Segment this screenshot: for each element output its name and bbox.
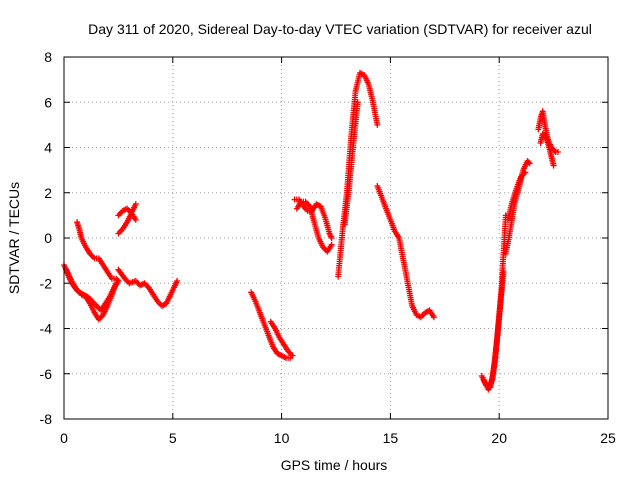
- plus-marker: [354, 99, 361, 106]
- y-tick-label: 2: [44, 185, 52, 201]
- y-tick-label: 0: [44, 230, 52, 246]
- y-tick-label: -2: [40, 275, 53, 291]
- plus-marker: [289, 352, 296, 359]
- segment-8: [267, 318, 296, 359]
- x-axis-label: GPS time / hours: [281, 457, 388, 473]
- y-axis-label: SDTVAR / TECUs: [6, 182, 22, 294]
- plus-marker: [132, 201, 139, 208]
- chart-title: Day 311 of 2020, Sidereal Day-to-day VTE…: [88, 21, 592, 37]
- y-tick-label: -6: [40, 366, 53, 382]
- x-tick-label: 20: [491, 430, 507, 446]
- segment-3: [74, 219, 122, 284]
- segment-17: [504, 169, 529, 223]
- plus-marker: [430, 314, 437, 321]
- data-points: [61, 69, 561, 393]
- segment-10: [291, 196, 335, 241]
- y-tick-label: -4: [40, 321, 53, 337]
- x-tick-label: 15: [383, 430, 399, 446]
- x-tick-label: 10: [274, 430, 290, 446]
- axis-ticks: 0 5 10 15 20 25 -8 -6 -4 -2 0 2 4 6 8: [40, 49, 616, 446]
- plus-marker: [132, 216, 139, 223]
- segment-15: [480, 212, 509, 393]
- segment-19: [537, 130, 557, 169]
- plus-marker: [374, 121, 381, 128]
- y-tick-label: 8: [44, 49, 52, 65]
- plus-marker: [114, 276, 121, 283]
- x-tick-label: 25: [600, 430, 616, 446]
- y-tick-label: 4: [44, 140, 52, 156]
- plus-marker: [550, 162, 557, 169]
- plot-frame: [63, 56, 609, 420]
- segment-5: [115, 205, 139, 223]
- plus-marker: [115, 277, 122, 284]
- plus-marker: [522, 169, 529, 176]
- x-tick-label: 5: [169, 430, 177, 446]
- plus-marker: [174, 277, 181, 284]
- plus-marker: [526, 160, 533, 167]
- plus-marker: [525, 159, 532, 166]
- segment-13: [374, 182, 437, 321]
- segment-6: [115, 266, 181, 309]
- plus-marker: [554, 149, 561, 156]
- segment-12: [341, 99, 361, 228]
- grid: [64, 57, 608, 419]
- plus-marker: [328, 241, 335, 248]
- x-tick-label: 0: [60, 430, 68, 446]
- y-tick-label: 6: [44, 94, 52, 110]
- y-tick-label: -8: [40, 411, 53, 427]
- plus-marker: [328, 235, 335, 241]
